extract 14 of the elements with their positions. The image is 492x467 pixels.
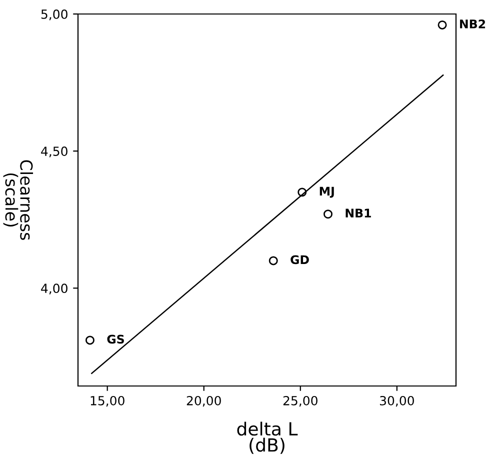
y-tick-label: 4,00 — [41, 284, 68, 294]
y-tick-label: 4,50 — [41, 146, 68, 158]
x-tick-label: 25,00 — [283, 396, 318, 407]
x-tick-label: 30,00 — [380, 396, 414, 407]
annotation: NB1 — [346, 208, 371, 218]
y-tick-label: 5,00 — [41, 9, 68, 20]
annotation: NB2 — [460, 19, 486, 28]
annotation: GS — [107, 334, 124, 344]
y-axis-title: Clearness (scale) — [3, 160, 34, 240]
x-tick-label: 15,00 — [90, 396, 124, 407]
annotation: MJ — [320, 186, 334, 198]
x-tick-label: 20,00 — [186, 396, 221, 407]
x-axis-title: delta L (dB) — [237, 422, 298, 454]
annotation: GD — [290, 255, 309, 264]
